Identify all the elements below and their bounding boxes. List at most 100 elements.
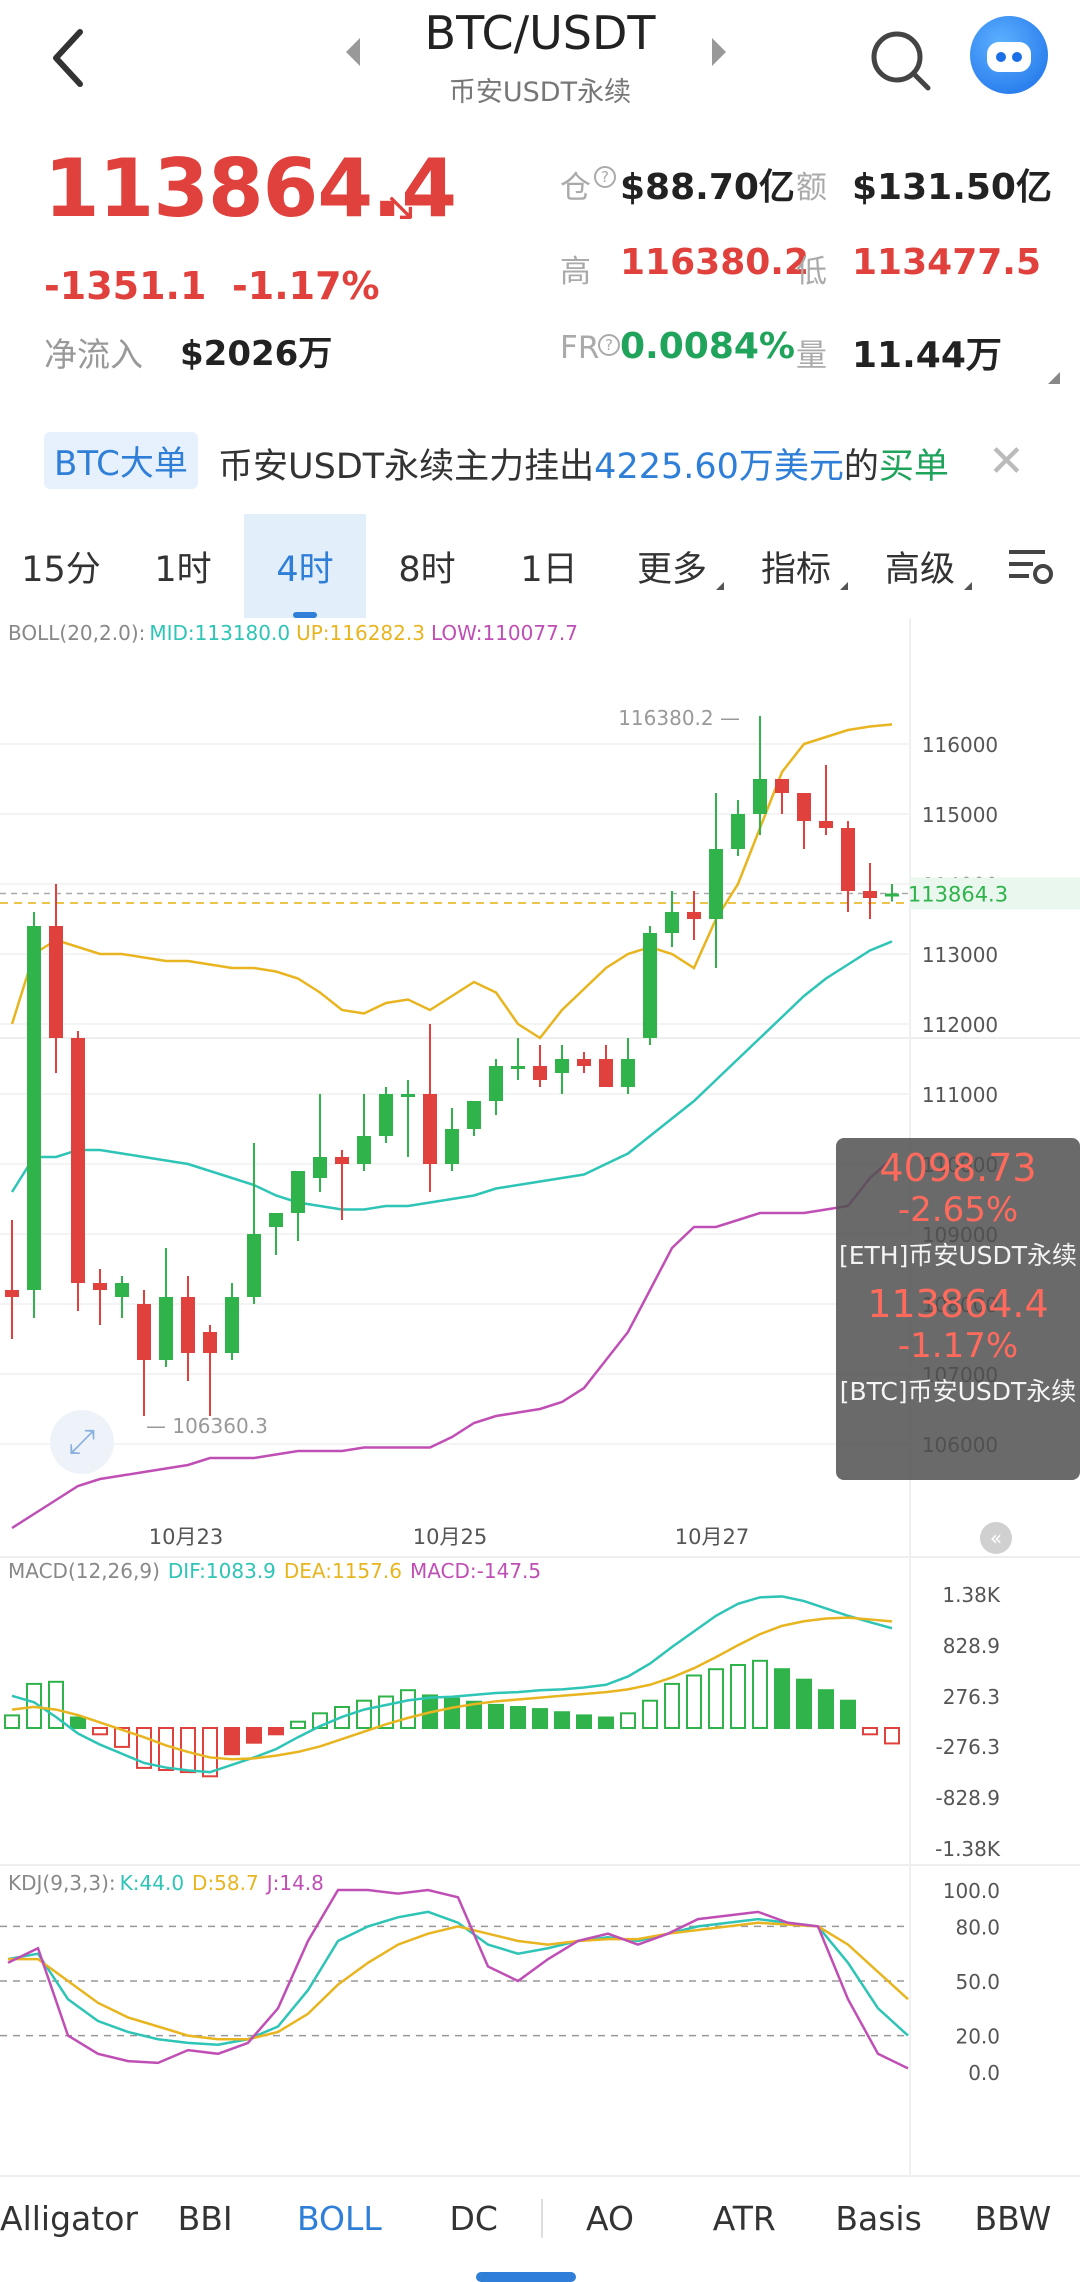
tab-15m[interactable]: 15分 — [0, 514, 122, 618]
dropdown-icon — [840, 582, 848, 590]
tab-indicators[interactable]: 指标 — [734, 514, 858, 618]
help-icon[interactable]: ? — [594, 166, 616, 188]
open-interest-value: $88.70亿 — [620, 167, 795, 208]
big-order-tag[interactable]: BTC大单 — [44, 432, 198, 489]
macd-bar — [752, 1659, 768, 1730]
boll-legend-name: BOLL(20,2.0): — [8, 621, 145, 645]
ind-tab-dc[interactable]: DC — [449, 2198, 498, 2238]
chart-settings-icon[interactable] — [982, 514, 1080, 618]
tab-advanced[interactable]: 高级 — [858, 514, 982, 618]
ind-tab-ao[interactable]: AO — [540, 2198, 677, 2238]
candle-body — [71, 1038, 85, 1283]
indicator-tabs: Alligator BBI BOLL DC AO ATR Basis BBW — [0, 2178, 1080, 2258]
macd-legend-macd: MACD:-147.5 — [410, 1559, 541, 1583]
macd-legend-dif: DIF:1083.9 — [168, 1559, 276, 1583]
candle-body — [709, 849, 723, 919]
ind-tab-alligator[interactable]: Alligator — [0, 2198, 138, 2238]
page-subtitle: 币安USDT永续 — [448, 77, 632, 108]
candle-body — [335, 1157, 349, 1164]
macd-bar — [356, 1699, 372, 1729]
candle-body — [313, 1157, 327, 1178]
low-marker: — 106360.3 — [146, 1414, 268, 1438]
candle-body — [841, 828, 855, 891]
ind-tab-basis[interactable]: Basis — [835, 2198, 922, 2238]
low-label: 低 — [796, 254, 827, 290]
price-axis-label: 112000 — [922, 1013, 998, 1037]
back-icon[interactable] — [38, 18, 98, 98]
candle-body — [225, 1297, 239, 1353]
macd-bar — [488, 1703, 504, 1730]
banner-prefix: 币安USDT永续主力挂出 — [218, 447, 595, 487]
netflow-label: 净流入 — [44, 335, 143, 374]
price-axis-label: 111000 — [922, 1083, 998, 1107]
tab-more[interactable]: 更多 — [610, 514, 734, 618]
boll-lower-line — [11, 1157, 893, 1530]
funding-rate-label: FR — [560, 330, 600, 366]
tab-8h[interactable]: 8时 — [366, 514, 488, 618]
ind-tab-atr[interactable]: ATR — [712, 2198, 776, 2238]
kdj-axis-label: 0.0 — [968, 2061, 1000, 2085]
candle-body — [27, 926, 41, 1290]
kdj-axis-label: 80.0 — [955, 1915, 1000, 1939]
macd-bar — [862, 1727, 878, 1736]
candle-body — [687, 912, 701, 919]
candle-body — [665, 912, 679, 933]
candle-body — [775, 779, 789, 793]
macd-bar — [598, 1716, 614, 1729]
macd-dea-line — [11, 1616, 893, 1761]
assistant-robot-icon[interactable] — [970, 16, 1048, 94]
dropdown-icon — [716, 582, 724, 590]
compare-overlay[interactable]: 4098.73 -2.65% [ETH]币安USDT永续 113864.4 -1… — [836, 1138, 1080, 1480]
macd-axis-label: -828.9 — [936, 1786, 1000, 1810]
close-icon[interactable]: ✕ — [988, 436, 1025, 487]
prev-symbol-icon[interactable] — [346, 38, 360, 66]
candle-body — [93, 1283, 107, 1290]
ind-tab-bbi[interactable]: BBI — [177, 2198, 233, 2238]
macd-axis-label: 276.3 — [943, 1685, 1000, 1709]
macd-bar — [708, 1668, 724, 1729]
boll-legend-low: LOW:110077.7 — [431, 621, 578, 645]
kdj-legend-k: K:44.0 — [120, 1871, 184, 1895]
fullscreen-icon[interactable]: ⤢ — [50, 1410, 114, 1474]
macd-bar — [818, 1689, 834, 1729]
macd-bar — [642, 1699, 658, 1729]
tab-4h[interactable]: 4时 — [244, 514, 366, 618]
kdj-k-line — [7, 1910, 909, 2046]
candle-body — [797, 793, 811, 821]
macd-bar — [444, 1697, 460, 1729]
next-symbol-icon[interactable] — [712, 38, 726, 66]
page-title[interactable]: BTC/USDT — [424, 6, 656, 60]
high-value: 116380.2 — [620, 242, 810, 283]
expand-corner-icon[interactable] — [1048, 372, 1060, 384]
ind-tab-boll[interactable]: BOLL — [296, 2198, 382, 2238]
boll-upper-line — [10, 723, 893, 1040]
macd-bar — [664, 1682, 680, 1730]
date-axis-label: 10月27 — [675, 1525, 749, 1549]
help-icon[interactable]: ? — [598, 334, 620, 356]
candle-body — [357, 1136, 371, 1164]
candle-body — [401, 1094, 415, 1097]
tab-1d[interactable]: 1日 — [488, 514, 610, 618]
volume-label: 量 — [796, 338, 827, 374]
candle-body — [643, 933, 657, 1038]
price-axis-label: 116000 — [922, 733, 998, 757]
tab-1h[interactable]: 1时 — [122, 514, 244, 618]
turnover-label: 额 — [796, 170, 827, 206]
scroll-to-latest-icon[interactable]: « — [980, 1522, 1012, 1554]
turnover-value: $131.50亿 — [852, 167, 1052, 208]
search-icon[interactable] — [866, 26, 936, 96]
macd-bar — [4, 1714, 20, 1730]
eth-price: 4098.73 — [879, 1146, 1037, 1190]
candle-body — [555, 1059, 569, 1073]
macd-legend-name: MACD(12,26,9) — [8, 1559, 160, 1583]
big-order-message[interactable]: 币安USDT永续主力挂出4225.60万美元的买单 — [218, 438, 949, 489]
kdj-axis-label: 20.0 — [955, 2025, 1000, 2049]
ind-tab-bbw[interactable]: BBW — [974, 2198, 1052, 2238]
candle-body — [489, 1066, 503, 1101]
open-interest-label: 仓 — [560, 170, 591, 206]
last-price: 113864.4 — [44, 142, 457, 235]
home-indicator — [476, 2272, 576, 2282]
high-label: 高 — [560, 254, 591, 290]
macd-axis-label: -276.3 — [936, 1735, 1000, 1759]
netflow-value: $2026万 — [180, 334, 333, 374]
